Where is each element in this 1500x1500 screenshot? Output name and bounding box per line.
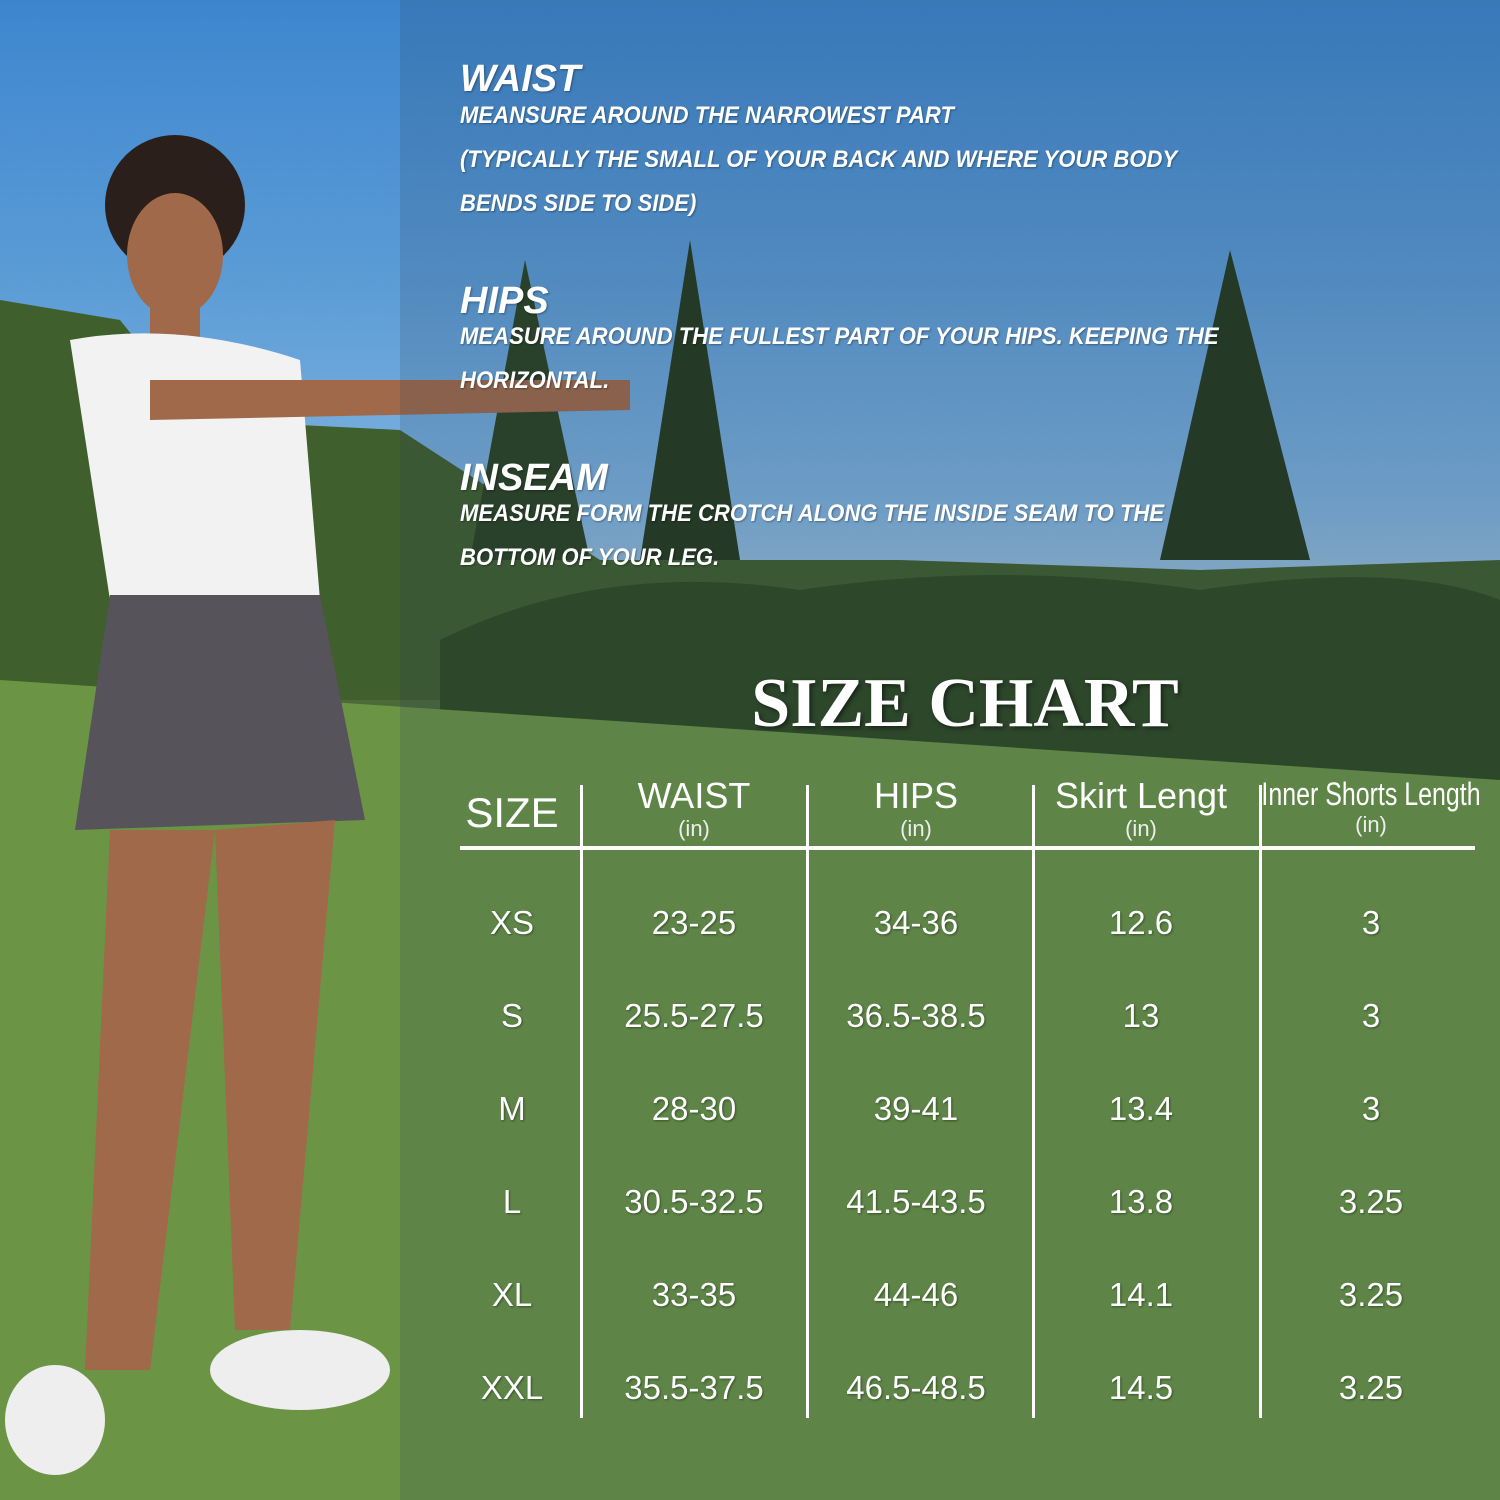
column-divider [580, 785, 583, 1418]
column-unit: (in) [1125, 816, 1157, 841]
table-cell: 44-46 [873, 1276, 959, 1313]
column-header-waist: WAIST (in) [638, 778, 751, 840]
size-label: M [498, 1090, 526, 1127]
hips-text: HORIZONTAL. [460, 367, 610, 394]
column-label: Inner Shorts Length [1261, 776, 1481, 812]
size-label: XL [491, 1276, 533, 1313]
table-cell: 23-25 [651, 904, 737, 941]
column-header-hips: HIPS (in) [874, 778, 958, 840]
table-cell: 3 [1361, 997, 1381, 1034]
model-figure [5, 135, 630, 1475]
inseam-text: BOTTOM OF YOUR LEG. [460, 544, 720, 571]
inseam-text: MEASURE FORM THE CROTCH ALONG THE INSIDE… [460, 500, 1165, 527]
hips-text: MEASURE AROUND THE FULLEST PART OF YOUR … [460, 323, 1219, 350]
waist-heading: WAIST [460, 58, 581, 100]
text-overlay-panel [400, 0, 1500, 1500]
size-chart-title: SIZE CHART [751, 665, 1179, 742]
size-label: XS [489, 904, 535, 941]
waist-text: BENDS SIDE TO SIDE) [460, 190, 697, 217]
column-label: HIPS [873, 775, 959, 816]
pine-tree [1160, 250, 1310, 560]
table-cell: 13 [1122, 997, 1160, 1034]
column-unit: (in) [900, 816, 932, 841]
size-label: L [502, 1183, 522, 1220]
table-cell: 3 [1361, 904, 1381, 941]
table-cell: 46.5-48.5 [846, 1369, 986, 1406]
table-cell: 13.4 [1108, 1090, 1174, 1127]
table-cell: 3 [1361, 1090, 1381, 1127]
table-cell: 3.25 [1338, 1183, 1404, 1220]
pine-tree [640, 240, 740, 560]
table-cell: 28-30 [651, 1090, 737, 1127]
column-divider [806, 785, 809, 1418]
size-label: S [500, 997, 524, 1034]
table-cell: 12.6 [1108, 904, 1174, 941]
column-header-size: SIZE [465, 792, 558, 834]
table-cell: 3.25 [1338, 1276, 1404, 1313]
column-divider [1032, 785, 1035, 1418]
table-cell: 14.1 [1108, 1276, 1174, 1313]
size-label: XXL [480, 1369, 544, 1406]
table-cell: 13.8 [1108, 1183, 1174, 1220]
table-cell: 25.5-27.5 [624, 997, 764, 1034]
waist-text: (TYPICALLY THE SMALL OF YOUR BACK AND WH… [460, 146, 1178, 173]
column-label: Skirt Lengt [1054, 775, 1228, 816]
hips-heading: HIPS [460, 280, 549, 322]
table-cell: 35.5-37.5 [624, 1369, 764, 1406]
header-divider [460, 846, 1475, 850]
table-cell: 34-36 [873, 904, 959, 941]
table-cell: 3.25 [1338, 1369, 1404, 1406]
column-unit: (in) [1355, 812, 1387, 837]
table-cell: 33-35 [651, 1276, 737, 1313]
inseam-heading: INSEAM [460, 457, 608, 499]
column-label: SIZE [465, 789, 559, 836]
table-cell: 41.5-43.5 [846, 1183, 986, 1220]
table-cell: 36.5-38.5 [846, 997, 986, 1034]
table-cell: 14.5 [1108, 1369, 1174, 1406]
table-cell: 39-41 [873, 1090, 959, 1127]
waist-text: MEANSURE AROUND THE NARROWEST PART [460, 102, 954, 129]
column-label: WAIST [637, 775, 751, 816]
column-unit: (in) [678, 816, 710, 841]
column-header-inner-shorts-length: Inner Shorts Length (in) [1261, 778, 1480, 836]
table-cell: 30.5-32.5 [624, 1183, 764, 1220]
column-divider [1259, 785, 1262, 1418]
column-header-skirt-length: Skirt Lengt (in) [1055, 778, 1227, 840]
